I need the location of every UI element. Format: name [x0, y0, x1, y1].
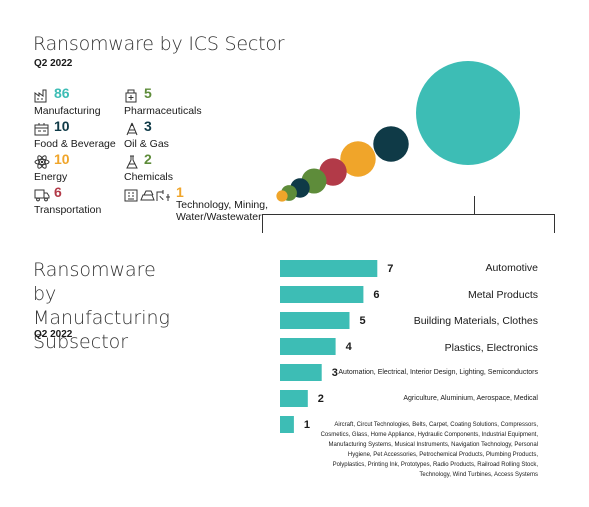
- bar-category-label: Agriculture, Aluminium, Aerospace, Medic…: [403, 395, 538, 402]
- sector-count: 6: [54, 184, 62, 200]
- bar-value-label: 4: [346, 341, 353, 353]
- sector-count: 1: [176, 184, 184, 200]
- sector-count: 5: [144, 85, 152, 101]
- bracket-stem: [474, 196, 475, 214]
- sector-label: Transportation: [34, 204, 102, 216]
- truck-icon: [34, 188, 50, 202]
- bar-category-label: Automotive: [485, 262, 538, 274]
- factory-icon: [34, 89, 50, 103]
- bracket: [262, 214, 555, 233]
- bar-category-label: Plastics, Electronics: [444, 342, 538, 354]
- bar-category-label: Automation, Electrical, Interior Design,…: [338, 369, 538, 376]
- bar: [280, 260, 378, 277]
- tech-mining-water-icons: [124, 188, 172, 202]
- subsector-title: Ransomware by Manufacturing Subsector: [33, 259, 170, 353]
- sector-count: 2: [144, 151, 152, 167]
- sector-count: 10: [54, 151, 70, 167]
- sector-count: 3: [144, 118, 152, 134]
- bar: [280, 338, 336, 355]
- bar-value-label: 7: [387, 263, 393, 275]
- chemical-flask-icon: [124, 155, 140, 169]
- bar: [280, 416, 294, 433]
- sector-count: 10: [54, 118, 70, 134]
- bar-category-label: Building Materials, Clothes: [413, 315, 538, 327]
- sector-label: Energy: [34, 171, 68, 183]
- sector-label: Technology, Mining, Water/Wastewater: [176, 199, 269, 223]
- bar-value-label: 3: [332, 367, 338, 379]
- bar-value-label: 5: [360, 315, 366, 327]
- oil-derrick-icon: [124, 122, 140, 136]
- bar-value-label: 1: [304, 419, 310, 431]
- sector-label: Food & Beverage: [34, 138, 116, 150]
- bar-value-label: 6: [373, 289, 379, 301]
- sector-label: Oil & Gas: [124, 138, 169, 150]
- sector-label: Manufacturing: [34, 105, 101, 117]
- sector-bubble-chart: [276, 61, 520, 202]
- sector-label: Chemicals: [124, 171, 174, 183]
- bar-category-label: Aircraft, Circut Technologies, Belts, Ca…: [320, 422, 538, 478]
- bubble-manufacturing: [416, 61, 520, 165]
- bubble-technology-mining-water-wastewater: [276, 190, 288, 202]
- subsector-subtitle: Q2 2022: [34, 329, 73, 340]
- energy-atom-icon: [34, 155, 50, 169]
- bar: [280, 364, 322, 381]
- bar-category-label: Metal Products: [467, 289, 538, 301]
- bubble-energy: [340, 141, 376, 177]
- chart-title: Ransomware by ICS Sector: [33, 33, 285, 55]
- bar-value-label: 2: [318, 393, 324, 405]
- bar: [280, 286, 364, 303]
- sector-label: Pharmaceuticals: [124, 105, 202, 117]
- sector-count: 86: [54, 85, 70, 101]
- chart-subtitle: Q2 2022: [34, 58, 73, 69]
- pharmacy-icon: [124, 89, 140, 103]
- food-processing-icon: [34, 122, 50, 136]
- bubble-food-beverage: [373, 126, 409, 162]
- bar: [280, 390, 308, 407]
- bar: [280, 312, 350, 329]
